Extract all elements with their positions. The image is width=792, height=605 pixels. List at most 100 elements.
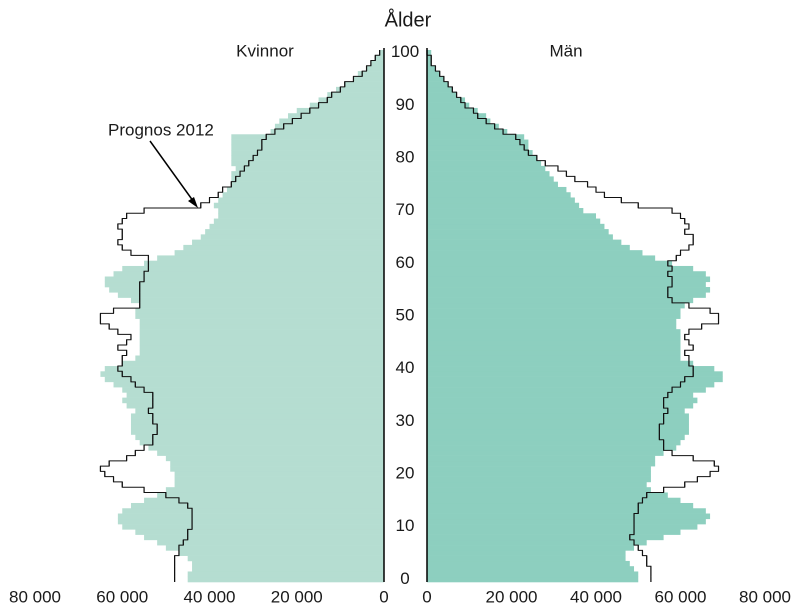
bar (187, 555, 384, 562)
bar (139, 439, 384, 446)
bar (135, 529, 384, 535)
bar (218, 208, 384, 214)
bar (122, 387, 384, 393)
bar (157, 450, 384, 456)
bar (174, 471, 384, 477)
bar (139, 339, 384, 346)
bar (427, 308, 681, 314)
bar (427, 487, 651, 493)
bar (427, 329, 681, 335)
bar (157, 255, 384, 261)
bar (427, 144, 529, 151)
bar (379, 50, 384, 56)
bar (427, 208, 584, 214)
bar (288, 113, 384, 119)
arrow-head (188, 197, 198, 208)
bar (427, 497, 681, 504)
bar (427, 313, 681, 319)
bar (427, 429, 689, 435)
bar (100, 371, 384, 377)
bar (427, 229, 609, 235)
bar (427, 276, 711, 283)
bar (366, 65, 384, 72)
bar (427, 192, 571, 198)
bar (235, 165, 384, 172)
bar (122, 397, 384, 404)
bar (104, 276, 385, 283)
bar (274, 123, 384, 130)
bar (427, 287, 711, 293)
bar (113, 271, 385, 277)
bar (427, 508, 706, 514)
bar (427, 455, 656, 462)
bar (427, 402, 694, 409)
bar (231, 176, 384, 182)
bar (427, 518, 706, 525)
bar (427, 97, 466, 103)
bar (427, 392, 694, 398)
bar (427, 244, 630, 251)
bar (135, 355, 384, 362)
bar (126, 402, 385, 409)
bar (427, 186, 567, 193)
bar (122, 360, 384, 367)
bar (104, 281, 385, 288)
bar (130, 297, 384, 304)
bar (427, 223, 605, 230)
bar (165, 455, 384, 462)
bar (427, 250, 643, 256)
bar (139, 323, 384, 330)
bar (427, 492, 668, 499)
bar (427, 176, 554, 182)
bar (130, 413, 384, 420)
bar (353, 76, 384, 82)
bar (427, 423, 689, 430)
bar (139, 318, 384, 325)
bar (226, 186, 384, 193)
bar (231, 160, 384, 167)
bar (427, 50, 432, 56)
bar (427, 213, 596, 219)
bar (427, 445, 677, 451)
bar (231, 181, 384, 188)
bar (427, 92, 457, 98)
bar (135, 434, 384, 441)
bar (205, 229, 384, 235)
bar (427, 545, 635, 551)
bar (427, 218, 601, 225)
bar (122, 265, 384, 272)
bar (427, 260, 673, 267)
bar (279, 118, 384, 125)
bar (427, 534, 664, 541)
bar (427, 139, 529, 146)
bar (427, 60, 432, 67)
bar (427, 571, 639, 578)
bar (117, 292, 384, 298)
bar (231, 144, 384, 151)
bar (139, 302, 384, 309)
x-tick-label: 0 (379, 587, 388, 605)
bar (135, 313, 384, 319)
bar (122, 508, 384, 514)
bar (130, 423, 384, 430)
bar (218, 197, 384, 204)
bar (357, 71, 384, 77)
y-tick-label: 20 (396, 464, 415, 483)
bar (296, 107, 384, 114)
bar (104, 366, 385, 372)
bar (130, 429, 384, 435)
bar (427, 123, 499, 130)
annotation-arrow (149, 140, 197, 206)
y-tick-label: 80 (396, 147, 415, 166)
bar (183, 244, 384, 251)
y-tick-label: 30 (396, 411, 415, 430)
bar (222, 192, 384, 198)
bar (192, 239, 384, 246)
bar (192, 560, 384, 567)
x2-tick-label: 40 000 (570, 587, 622, 605)
bar (135, 308, 384, 314)
bar (218, 213, 384, 219)
bar (157, 539, 384, 546)
bar (427, 55, 432, 61)
y-tick-label: 70 (396, 200, 415, 219)
